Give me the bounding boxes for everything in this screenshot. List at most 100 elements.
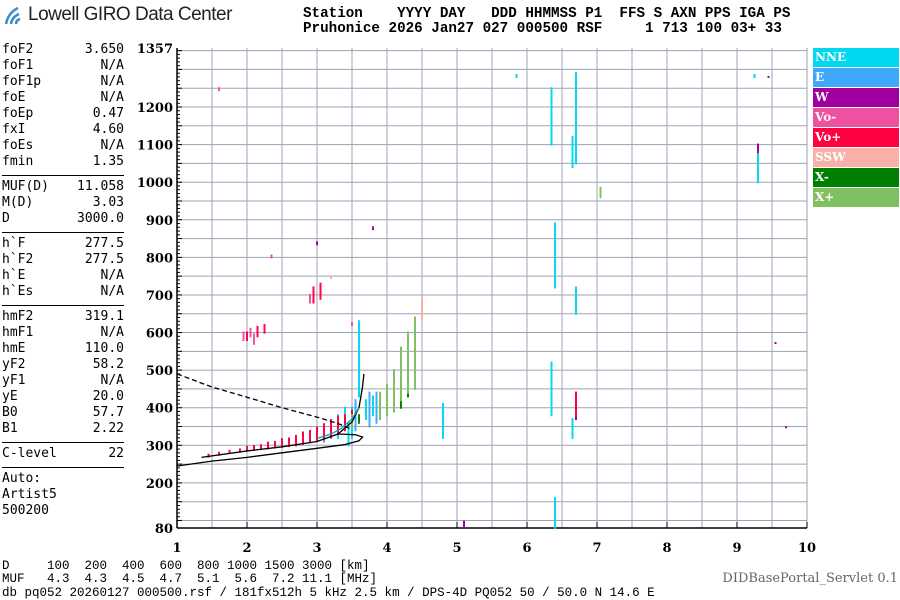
profile-curve [201,373,365,458]
echo-point [414,344,416,347]
echo-point [407,331,409,334]
x-tick-label: 2 [242,541,251,556]
echo-point [575,90,577,93]
param-value: N/A [100,325,124,340]
echo-point [575,85,577,88]
param-name: h`Es [2,284,34,299]
echo-point [365,404,367,407]
echo-point [351,406,353,409]
echo-point [330,275,332,278]
param-row: C-level 22 [2,446,124,462]
echo-point [407,391,409,394]
param-value: N/A [100,284,124,299]
echo-point [757,171,759,174]
echo-point [337,436,339,439]
legend-item: E [813,68,899,87]
echo-point [400,359,402,362]
param-row: B0 57.7 [2,405,124,421]
echo-point [372,401,374,404]
param-row: foF1p N/A [2,74,124,90]
echo-point [274,444,276,447]
echo-point [354,408,357,411]
echo-point [358,325,360,328]
echo-point [554,273,556,276]
autoscaler-line: Auto: [2,471,42,486]
divider [2,232,124,233]
param-row: h`F2 277.5 [2,252,124,268]
echo-point [575,136,577,139]
echo-point [256,331,259,334]
echo-point [414,329,416,332]
echo-point [753,75,756,78]
echo-point [386,386,388,389]
echo-point [253,342,255,345]
echo-point [575,154,577,157]
echo-point [309,437,311,440]
echo-point [550,141,553,144]
param-row: yF1 N/A [2,373,124,389]
echo-point [554,224,556,227]
echo-point [309,295,311,298]
echo-point [442,412,444,415]
param-name: D [2,211,10,226]
y-tick-label: 1200 [137,101,173,116]
echo-point [414,380,416,383]
echo-point [386,399,388,402]
echo-point [260,444,262,447]
echo-point [550,389,553,392]
echo-point [249,335,252,338]
echo-point [337,427,339,430]
echo-point [575,96,577,99]
echo-point [312,288,315,291]
echo-point [288,441,290,444]
echo-point [400,395,402,398]
echo-point [550,410,553,413]
echo-point [365,414,367,417]
echo-point [358,384,360,387]
echo-point [571,137,574,140]
echo-point [256,325,259,328]
echo-point [571,145,574,148]
echo-point [554,267,556,270]
echo-point [550,90,553,93]
echo-point [571,429,574,432]
echo-point [599,188,602,191]
echo-point [242,335,245,338]
echo-point [400,355,402,358]
echo-point [375,414,378,417]
echo-point [550,96,553,99]
echo-point [407,352,409,355]
echo-point [421,297,423,300]
y-tick-label: 600 [146,327,173,342]
echo-point [302,440,304,443]
echo-point [550,365,553,368]
echo-point [330,428,332,431]
echo-point [554,239,556,242]
echo-point [400,354,402,357]
echo-point [400,391,402,394]
echo-point [319,293,322,296]
echo-point [309,299,311,302]
echo-point [379,414,381,417]
echo-point [302,433,304,436]
echo-point [319,288,322,291]
echo-point [379,416,381,419]
echo-point [414,384,416,387]
echo-point [379,402,381,405]
echo-point [442,421,444,424]
y-tick-label: 400 [146,402,173,417]
echo-point [571,425,574,428]
echo-point [407,395,409,398]
muf-row: MUF 4.3 4.3 4.5 4.7 5.1 5.6 7.2 11.1 [MH… [2,572,378,586]
echo-point [400,374,402,377]
echo-point [400,382,402,385]
echo-point [319,297,322,300]
param-row: hmF2 319.1 [2,309,124,325]
echo-point [407,371,409,374]
echo-point [400,371,402,374]
echo-point [550,132,553,135]
echo-point [571,160,574,163]
echo-point [368,417,371,420]
echo-point [354,429,357,432]
echo-point [571,419,574,422]
